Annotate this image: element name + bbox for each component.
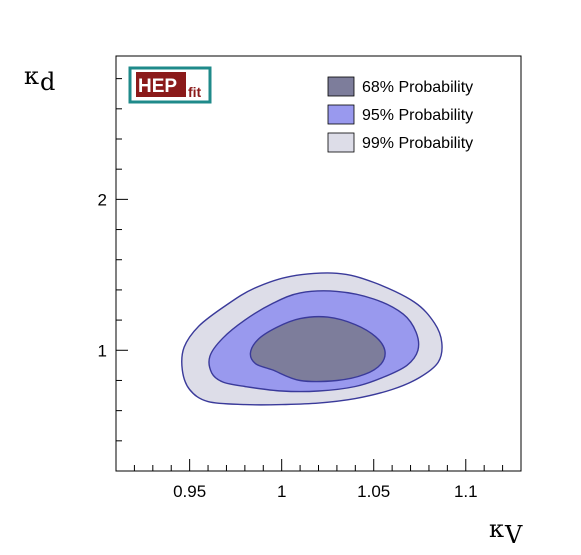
y-axis-title-sub: d xyxy=(40,68,55,96)
ticks-layer: 0.95 1 1.05 1.1 1 2 xyxy=(98,78,522,501)
logo-main-text: HEP xyxy=(138,76,177,97)
x-axis-title-main: κ xyxy=(489,515,504,543)
x-axis-title: κ V xyxy=(489,515,523,549)
legend-label-95: 95% Probability xyxy=(362,107,473,124)
legend: 68% Probability 95% Probability 99% Prob… xyxy=(327,76,473,153)
logo-sub-text: fit xyxy=(188,84,202,100)
legend-swatch-68 xyxy=(327,76,355,97)
regions-layer xyxy=(181,272,443,406)
legend-label-68: 68% Probability xyxy=(362,79,473,96)
x-tick-label: 1.05 xyxy=(357,482,390,501)
x-tick-label: 1.1 xyxy=(454,482,478,501)
x-axis-title-sub: V xyxy=(504,521,523,549)
y-axis-title-main: κ xyxy=(24,62,39,90)
x-tick-label: 0.95 xyxy=(173,482,206,501)
legend-label-99: 99% Probability xyxy=(362,135,473,152)
region-68-percent xyxy=(249,315,386,383)
x-tick-label: 1 xyxy=(277,482,286,501)
legend-swatch-95 xyxy=(327,104,355,125)
hepfit-logo: HEP fit xyxy=(128,66,212,104)
legend-swatch-99 xyxy=(327,132,355,153)
y-axis-title: κ d xyxy=(24,62,55,96)
y-tick-label: 1 xyxy=(98,341,107,360)
y-tick-label: 2 xyxy=(98,190,107,209)
